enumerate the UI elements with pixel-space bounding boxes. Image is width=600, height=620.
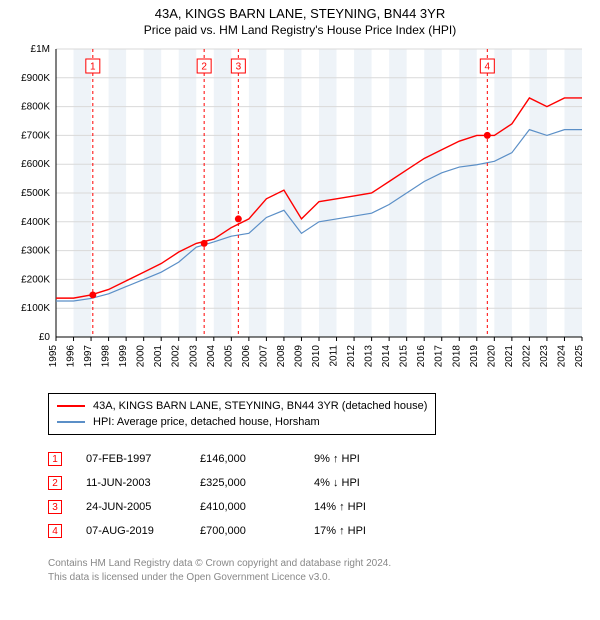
svg-text:£700K: £700K xyxy=(21,130,50,141)
event-marker: 1 xyxy=(48,452,62,466)
svg-text:£100K: £100K xyxy=(21,303,50,314)
svg-text:2008: 2008 xyxy=(276,345,287,368)
svg-text:1998: 1998 xyxy=(101,345,112,368)
event-diff: 9% ↑ HPI xyxy=(314,447,404,471)
legend: 43A, KINGS BARN LANE, STEYNING, BN44 3YR… xyxy=(48,393,436,435)
svg-text:2001: 2001 xyxy=(153,345,164,368)
svg-text:2010: 2010 xyxy=(311,345,322,368)
price-chart: £0 £100K £200K £300K £400K £500K £600K £700K £80… xyxy=(8,43,588,383)
event-row: 3 24-JUN-2005 £410,000 14% ↑ HPI xyxy=(48,495,592,519)
svg-text:£0: £0 xyxy=(39,332,51,343)
svg-text:2004: 2004 xyxy=(206,345,217,368)
svg-text:2024: 2024 xyxy=(556,345,567,368)
svg-text:£600K: £600K xyxy=(21,159,50,170)
events-table: 1 07-FEB-1997 £146,000 9% ↑ HPI 2 11-JUN… xyxy=(48,447,592,543)
legend-item: 43A, KINGS BARN LANE, STEYNING, BN44 3YR… xyxy=(57,398,427,414)
chart-title: 43A, KINGS BARN LANE, STEYNING, BN44 3YR xyxy=(8,6,592,21)
footer-line: This data is licensed under the Open Gov… xyxy=(48,571,592,585)
svg-text:£300K: £300K xyxy=(21,246,50,257)
svg-text:2015: 2015 xyxy=(399,345,410,368)
svg-text:£900K: £900K xyxy=(21,73,50,84)
legend-item: HPI: Average price, detached house, Hors… xyxy=(57,414,427,430)
event-diff: 4% ↓ HPI xyxy=(314,471,404,495)
event-row: 4 07-AUG-2019 £700,000 17% ↑ HPI xyxy=(48,519,592,543)
svg-text:3: 3 xyxy=(236,62,242,73)
svg-text:2012: 2012 xyxy=(346,345,357,368)
svg-text:2025: 2025 xyxy=(574,345,585,368)
svg-text:£400K: £400K xyxy=(21,217,50,228)
legend-label: 43A, KINGS BARN LANE, STEYNING, BN44 3YR… xyxy=(93,398,427,414)
svg-text:2022: 2022 xyxy=(521,345,532,368)
svg-text:2014: 2014 xyxy=(381,345,392,368)
event-row: 2 11-JUN-2003 £325,000 4% ↓ HPI xyxy=(48,471,592,495)
event-date: 11-JUN-2003 xyxy=(86,471,176,495)
event-price: £325,000 xyxy=(200,471,290,495)
svg-text:2003: 2003 xyxy=(188,345,199,368)
legend-swatch-subject xyxy=(57,405,85,407)
event-diff: 17% ↑ HPI xyxy=(314,519,404,543)
event-price: £410,000 xyxy=(200,495,290,519)
svg-text:2009: 2009 xyxy=(293,345,304,368)
svg-text:2006: 2006 xyxy=(241,345,252,368)
svg-text:£200K: £200K xyxy=(21,274,50,285)
svg-text:2007: 2007 xyxy=(258,345,269,368)
event-date: 07-FEB-1997 xyxy=(86,447,176,471)
event-date: 24-JUN-2005 xyxy=(86,495,176,519)
event-diff: 14% ↑ HPI xyxy=(314,495,404,519)
svg-text:1999: 1999 xyxy=(118,345,129,368)
svg-text:2011: 2011 xyxy=(329,345,340,367)
svg-text:4: 4 xyxy=(485,62,491,73)
svg-text:1: 1 xyxy=(90,62,96,73)
svg-text:2: 2 xyxy=(201,62,207,73)
svg-text:£1M: £1M xyxy=(31,44,50,55)
svg-text:2002: 2002 xyxy=(171,345,182,368)
event-marker: 4 xyxy=(48,524,62,538)
event-date: 07-AUG-2019 xyxy=(86,519,176,543)
event-marker: 3 xyxy=(48,500,62,514)
event-marker: 2 xyxy=(48,476,62,490)
event-price: £146,000 xyxy=(200,447,290,471)
svg-text:2017: 2017 xyxy=(434,345,445,368)
svg-text:1996: 1996 xyxy=(66,345,77,368)
footer: Contains HM Land Registry data © Crown c… xyxy=(48,557,592,585)
chart-subtitle: Price paid vs. HM Land Registry's House … xyxy=(8,23,592,37)
legend-label: HPI: Average price, detached house, Hors… xyxy=(93,414,320,430)
svg-text:1995: 1995 xyxy=(48,345,59,368)
legend-swatch-hpi xyxy=(57,421,85,423)
footer-line: Contains HM Land Registry data © Crown c… xyxy=(48,557,592,571)
svg-text:2021: 2021 xyxy=(504,345,515,368)
svg-text:2000: 2000 xyxy=(136,345,147,368)
svg-text:2019: 2019 xyxy=(469,345,480,368)
svg-text:£800K: £800K xyxy=(21,102,50,113)
svg-text:2016: 2016 xyxy=(416,345,427,368)
event-row: 1 07-FEB-1997 £146,000 9% ↑ HPI xyxy=(48,447,592,471)
svg-text:2013: 2013 xyxy=(364,345,375,368)
event-price: £700,000 xyxy=(200,519,290,543)
svg-text:1997: 1997 xyxy=(83,345,94,368)
svg-text:£500K: £500K xyxy=(21,188,50,199)
svg-text:2018: 2018 xyxy=(451,345,462,368)
svg-text:2023: 2023 xyxy=(539,345,550,368)
svg-text:2020: 2020 xyxy=(486,345,497,368)
svg-text:2005: 2005 xyxy=(223,345,234,368)
